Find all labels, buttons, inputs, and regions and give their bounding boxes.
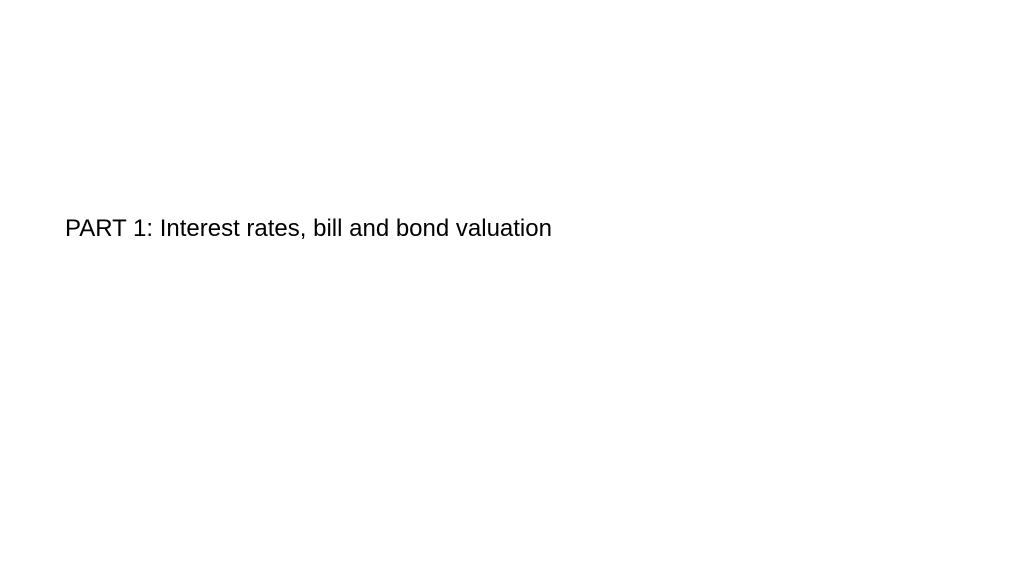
slide-title: PART 1: Interest rates, bill and bond va… <box>65 215 552 243</box>
